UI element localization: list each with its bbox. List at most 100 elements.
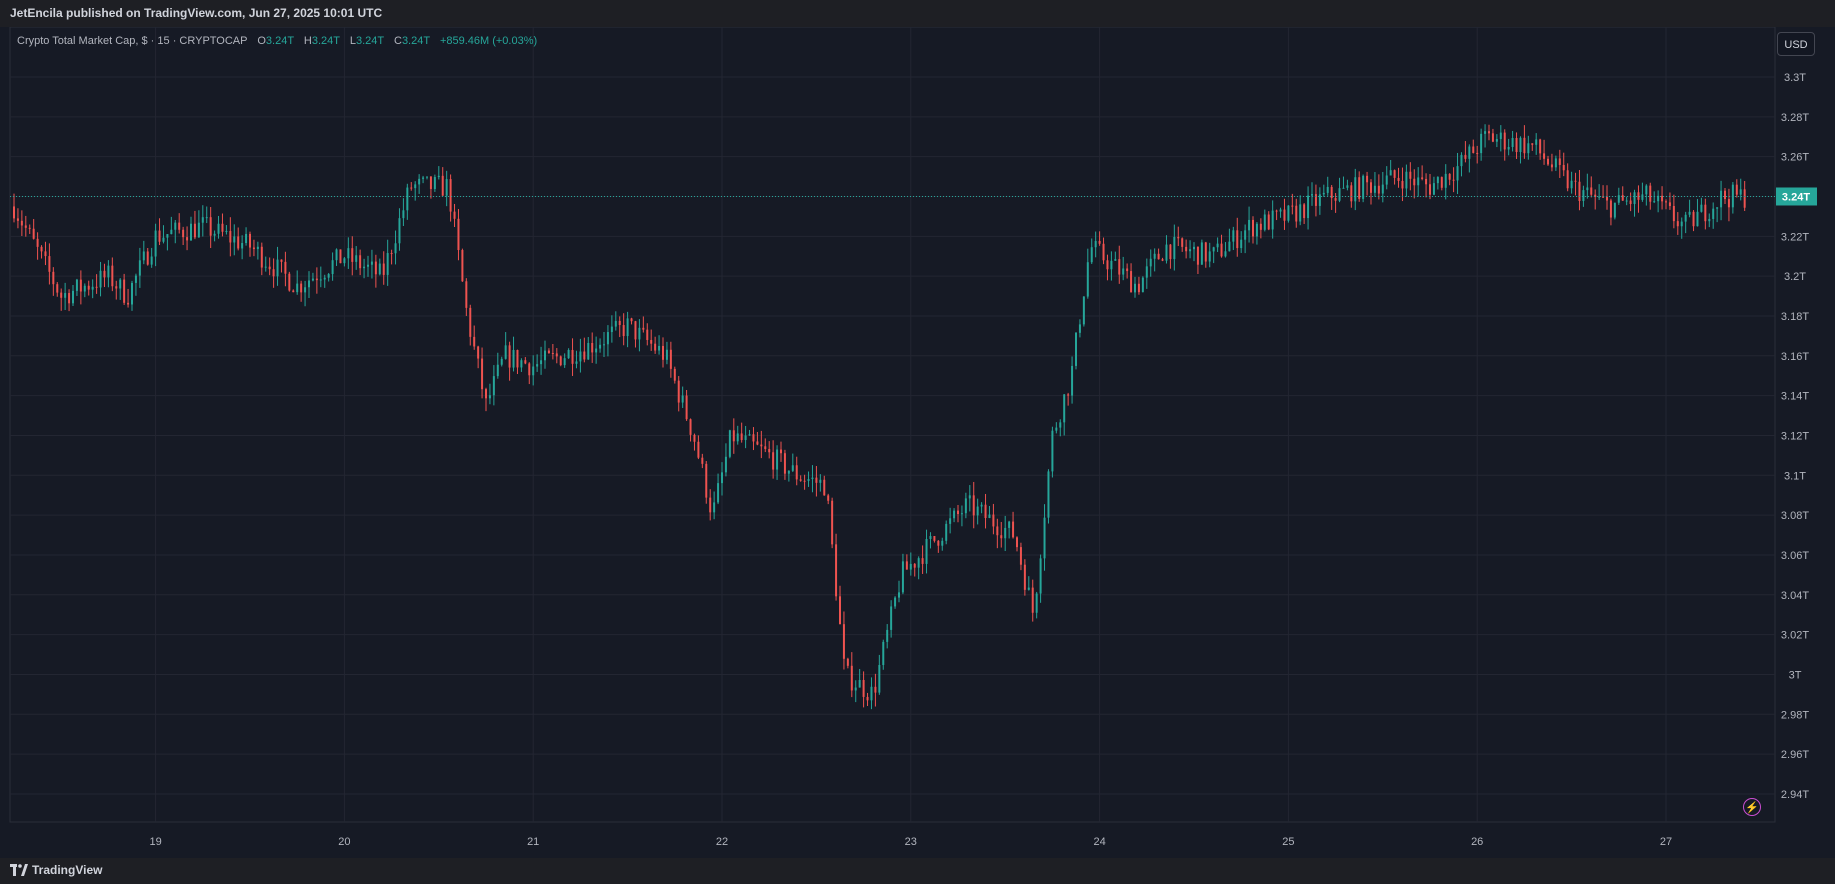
candle-body — [485, 389, 487, 399]
candle-body — [182, 229, 185, 238]
candle-body — [1098, 240, 1101, 244]
candle-body — [20, 220, 23, 226]
candle-body — [1629, 200, 1632, 205]
y-tick-label: 2.96T — [1781, 749, 1809, 761]
candle-body — [1621, 195, 1624, 201]
candle-body — [1637, 192, 1640, 200]
chart-pane[interactable] — [0, 27, 1835, 858]
candle-body — [87, 285, 90, 290]
candle-body — [606, 332, 609, 345]
candle-body — [48, 256, 51, 272]
candle-body — [414, 184, 417, 189]
candle-body — [901, 561, 904, 593]
candle-body — [268, 266, 271, 270]
open-value: 3.24T — [265, 35, 294, 47]
candle-body — [146, 251, 149, 265]
candle-body — [713, 502, 716, 513]
candle-body — [870, 686, 873, 701]
candle-body — [95, 286, 98, 288]
candle-body — [1649, 185, 1652, 202]
candle-body — [689, 419, 692, 435]
candle-body — [1633, 192, 1636, 205]
candle-body — [492, 376, 495, 396]
currency-button[interactable]: USD — [1777, 32, 1815, 56]
candle-body — [957, 510, 959, 515]
candle-body — [654, 343, 657, 351]
candle-body — [1354, 177, 1357, 202]
candle-body — [913, 563, 916, 568]
candle-body — [1484, 131, 1487, 134]
candle-body — [524, 360, 527, 364]
candle-body — [308, 280, 310, 288]
candle-body — [1554, 158, 1557, 168]
candle-body — [1464, 154, 1467, 159]
candle-body — [32, 228, 35, 239]
candle-body — [783, 453, 786, 474]
candle-body — [705, 463, 708, 498]
candle-body — [1452, 179, 1455, 181]
candle-body — [1318, 194, 1321, 206]
candle-body — [1122, 268, 1125, 275]
symbol-title: Crypto Total Market Cap, $ · 15 · CRYPTO… — [17, 35, 248, 47]
candle-body — [941, 540, 944, 546]
candle-body — [854, 687, 857, 691]
candle-body — [237, 236, 240, 249]
candle-body — [304, 287, 307, 293]
candlestick-chart[interactable]: 3.3T 3.28T 3.26T 3.24T 3.22T 3.2T 3.18T 3.16T 3.… — [0, 27, 1835, 858]
y-tick-label: 3.26T — [1781, 152, 1809, 164]
x-tick-label: 24 — [1093, 836, 1105, 848]
candle-body — [626, 318, 629, 337]
candle-body — [520, 360, 523, 368]
candle-body — [1311, 194, 1313, 196]
candle-body — [1137, 283, 1140, 293]
candle-body — [1035, 593, 1038, 613]
candle-body — [728, 430, 731, 457]
candle-body — [1008, 521, 1011, 528]
candle-body — [1543, 153, 1546, 159]
candle-body — [1031, 587, 1034, 613]
candle-body — [107, 265, 110, 278]
candle-body — [1606, 197, 1608, 201]
candle-body — [28, 227, 31, 229]
candle-body — [662, 345, 664, 360]
candle-body — [1212, 247, 1215, 252]
candle-body — [559, 356, 562, 366]
candle-body — [744, 435, 747, 441]
candle-body — [1421, 177, 1424, 179]
candle-body — [1385, 175, 1388, 185]
candle-body — [1724, 190, 1726, 200]
candle-body — [701, 457, 704, 464]
candle-body — [461, 250, 464, 282]
candle-body — [437, 175, 440, 178]
candle-body — [469, 307, 472, 337]
candle-body — [697, 441, 700, 458]
candle-body — [1118, 259, 1121, 275]
candle-body — [960, 513, 963, 515]
candle-body — [909, 563, 912, 570]
candle-body — [1613, 202, 1616, 218]
candle-body — [162, 237, 165, 242]
candle-body — [1727, 199, 1730, 208]
candle-body — [1208, 251, 1211, 262]
candle-body — [60, 292, 63, 298]
candle-body — [496, 364, 499, 377]
candle-body — [1429, 184, 1431, 195]
candle-body — [280, 259, 283, 262]
low-value: 3.24T — [355, 35, 384, 47]
candle-body — [276, 259, 279, 277]
candle-body — [1370, 182, 1372, 193]
candle-body — [351, 248, 354, 262]
candle-body — [1547, 158, 1549, 165]
tradingview-logo[interactable]: TradingView — [10, 863, 102, 877]
candle-body — [1228, 241, 1231, 252]
candle-body — [1240, 239, 1243, 249]
candle-body — [347, 248, 350, 259]
candle-body — [516, 350, 519, 368]
candle-body — [103, 270, 106, 278]
candle-body — [1432, 183, 1435, 195]
lightning-icon[interactable]: ⚡ — [1743, 798, 1761, 816]
candle-body — [170, 229, 173, 235]
candle-body — [115, 286, 118, 289]
candle-body — [1255, 223, 1258, 237]
candle-body — [1480, 133, 1483, 154]
